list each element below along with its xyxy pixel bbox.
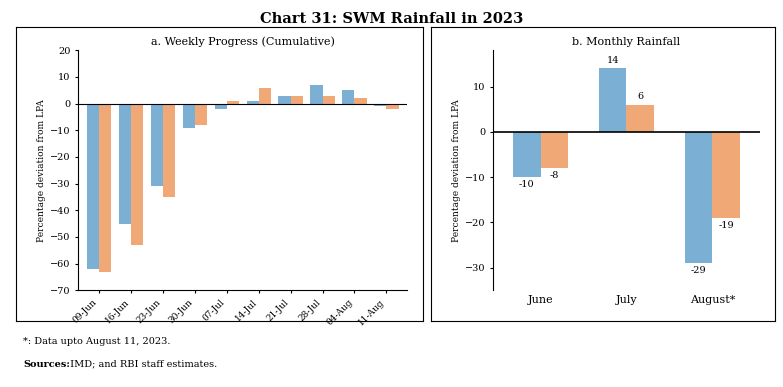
Bar	[290, 96, 303, 104]
Text: *: Data upto August 11, 2023.: *: Data upto August 11, 2023.	[23, 337, 171, 346]
Text: -19: -19	[718, 221, 734, 230]
Text: -10: -10	[519, 180, 535, 189]
Text: 14: 14	[606, 56, 619, 65]
Bar	[685, 132, 713, 263]
Bar	[386, 104, 399, 109]
Bar	[119, 104, 131, 224]
Bar	[258, 87, 271, 104]
Bar	[87, 104, 99, 269]
Bar	[99, 104, 111, 272]
Bar	[195, 104, 207, 125]
Bar	[227, 101, 239, 104]
Bar	[323, 96, 334, 104]
Title: a. Weekly Progress (Cumulative): a. Weekly Progress (Cumulative)	[151, 36, 334, 47]
Bar	[131, 104, 143, 245]
Text: IMD; and RBI staff estimates.: IMD; and RBI staff estimates.	[67, 360, 217, 369]
Bar	[151, 104, 163, 186]
Y-axis label: Percentage deviation from LPA: Percentage deviation from LPA	[37, 99, 46, 241]
Bar	[513, 132, 540, 177]
Bar	[540, 132, 568, 168]
Text: -29: -29	[691, 266, 706, 275]
Bar	[247, 101, 258, 104]
Bar	[182, 104, 195, 128]
Bar	[599, 68, 626, 132]
Bar	[713, 132, 740, 218]
Text: Sources:: Sources:	[23, 360, 70, 369]
Y-axis label: Percentage deviation from LPA: Percentage deviation from LPA	[452, 99, 461, 241]
Bar	[215, 104, 227, 109]
Text: -8: -8	[550, 171, 559, 180]
Bar	[310, 85, 323, 104]
Text: Chart 31: SWM Rainfall in 2023: Chart 31: SWM Rainfall in 2023	[260, 12, 523, 26]
Bar	[279, 96, 290, 104]
Title: b. Monthly Rainfall: b. Monthly Rainfall	[572, 37, 680, 47]
Bar	[355, 98, 366, 104]
Bar	[342, 90, 355, 104]
Bar	[163, 104, 175, 197]
Text: 6: 6	[637, 92, 643, 101]
Bar	[626, 104, 654, 132]
Bar	[374, 104, 386, 106]
